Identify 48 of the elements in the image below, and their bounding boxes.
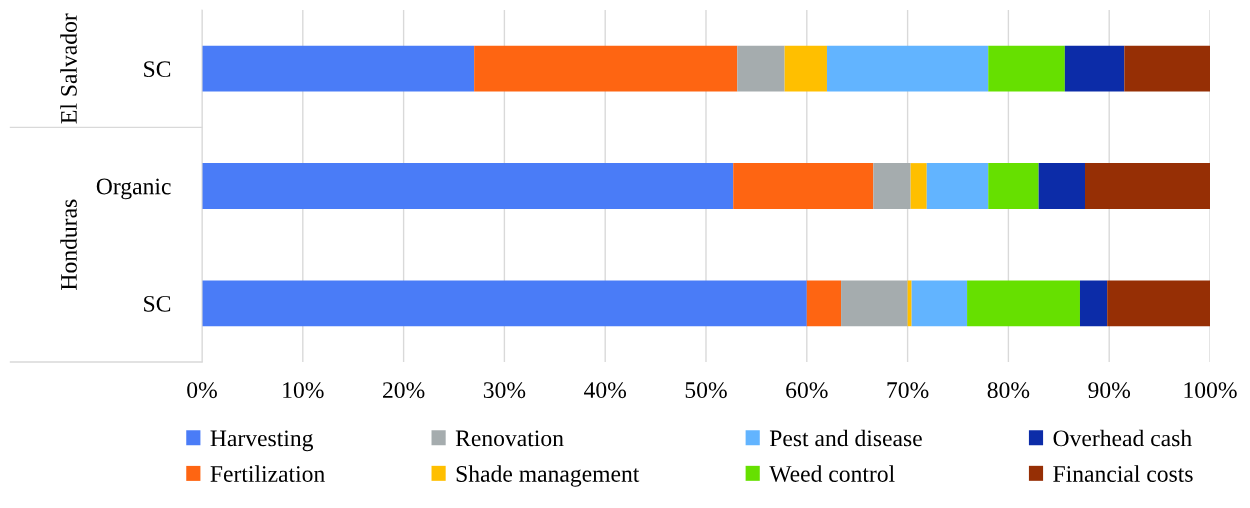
- y-tick-label: Organic: [96, 178, 171, 200]
- x-tick-label: 10%: [283, 382, 324, 399]
- bar: [1079, 280, 1108, 327]
- x-tick-label: 90%: [1088, 382, 1131, 399]
- x-tick-label: 50%: [685, 382, 727, 399]
- bar: [733, 163, 874, 209]
- x-tick-label: 20%: [383, 382, 425, 399]
- bar: [1064, 45, 1125, 92]
- text: Honduras: [60, 199, 77, 290]
- bar: [911, 280, 968, 327]
- legend-label: Harvesting: [210, 430, 314, 452]
- x-tick-label: 80%: [987, 382, 1030, 399]
- bar: [1038, 163, 1086, 209]
- bar: [988, 45, 1065, 92]
- bar: [988, 163, 1039, 209]
- bar: [784, 45, 827, 92]
- bar: [926, 163, 989, 209]
- bar: [1085, 163, 1210, 209]
- bar: [202, 280, 807, 327]
- legend-label: Weed control: [769, 465, 895, 483]
- x-tick-label: 0%: [187, 382, 217, 399]
- bar: [841, 280, 908, 327]
- x-tick-label: 70%: [887, 382, 929, 399]
- y-tick-label: SC: [144, 61, 171, 78]
- y-tick-label: SC: [144, 295, 171, 312]
- bar: [910, 163, 927, 209]
- x-tick-label: 40%: [584, 382, 627, 399]
- x-tick-label: 30%: [483, 382, 526, 399]
- legend-label: Overhead cash: [1053, 429, 1192, 447]
- bar: [1107, 280, 1210, 327]
- x-tick-label: 100%: [1184, 382, 1237, 399]
- bar: [202, 45, 475, 92]
- text: El Salvador: [60, 13, 77, 124]
- bar: [1124, 45, 1210, 92]
- x-tick-label: 60%: [786, 382, 828, 399]
- bar: [806, 280, 842, 327]
- bar: [737, 45, 785, 92]
- legend-label: Financial costs: [1053, 465, 1193, 482]
- legend-label: Pest and disease: [769, 429, 922, 447]
- bar: [474, 45, 738, 92]
- bar: [202, 163, 734, 209]
- bar: [826, 45, 989, 92]
- bar: [873, 163, 911, 209]
- legend-label: Renovation: [455, 430, 564, 447]
- legend-label: Fertilization: [210, 465, 325, 482]
- bar: [967, 280, 1080, 327]
- bar: [907, 280, 912, 327]
- legend-label: Shade management: [456, 465, 640, 487]
